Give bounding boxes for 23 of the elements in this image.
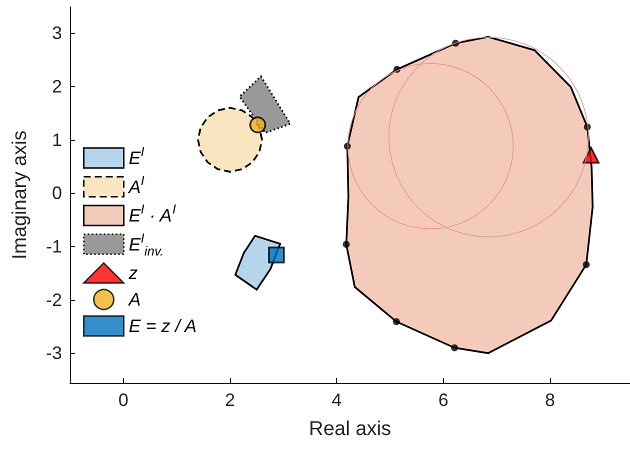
y-tick-label: 1: [52, 130, 62, 150]
x-tick-label: 8: [544, 390, 556, 410]
point: [451, 344, 458, 352]
point: [268, 246, 285, 264]
y-tick-label: 3: [52, 23, 62, 44]
legend-label: z: [128, 263, 138, 283]
y-tick-label: -2: [46, 290, 62, 310]
x-tick-label: 4: [332, 390, 342, 410]
y-tick-label: 2: [52, 76, 62, 96]
point: [582, 146, 600, 164]
y-tick-label: -1: [46, 236, 62, 256]
legend-label: E = z / A: [128, 316, 197, 336]
point: [392, 318, 400, 326]
y-tick-label: -3: [46, 343, 62, 364]
x-tick-label: 0: [118, 390, 128, 410]
point: [342, 240, 350, 248]
y-tick-label: 0: [52, 183, 62, 204]
legend-label: A: [128, 290, 141, 310]
point: [582, 261, 590, 268]
x-axis-title: Real axis: [308, 418, 392, 440]
x-tick-label: 6: [438, 390, 448, 410]
y-axis-title: Imaginary axis: [9, 130, 31, 260]
x-tick-label: 2: [224, 390, 236, 410]
